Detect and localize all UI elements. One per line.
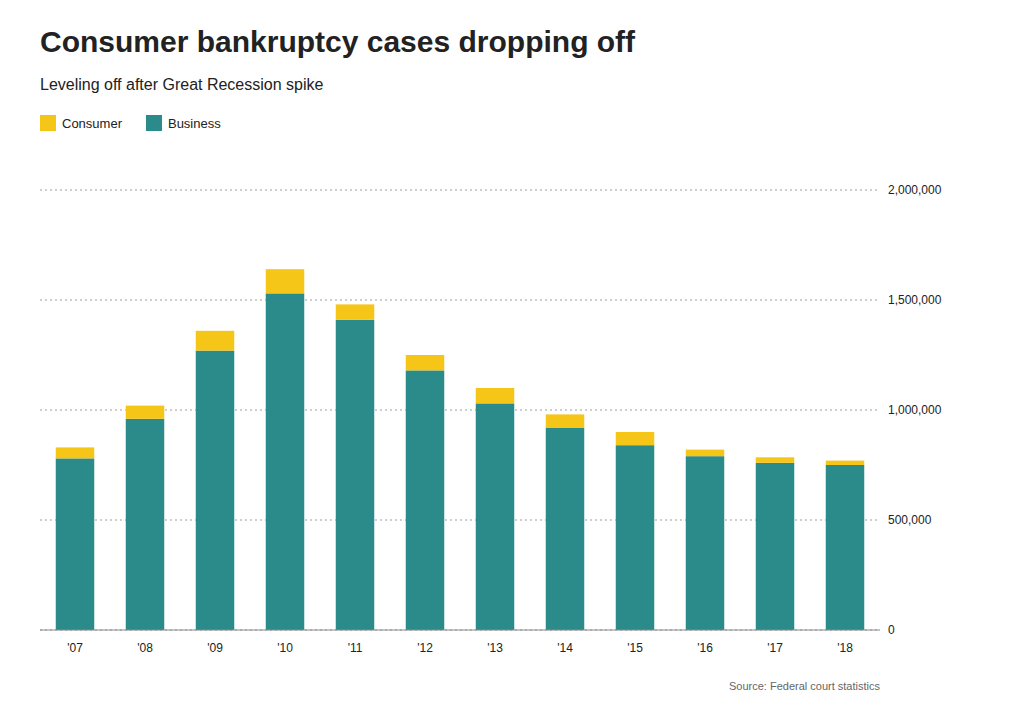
y-tick-label: 1,500,000 [888, 293, 942, 307]
bar [336, 320, 375, 630]
legend-item: Business [146, 115, 221, 131]
bar [476, 403, 515, 630]
bar [266, 269, 305, 293]
grid-line [40, 190, 880, 191]
grid-line [40, 410, 880, 411]
y-axis: 0 500,000 1,000,000 1,500,000 2,000,000 [40, 183, 942, 637]
bar [126, 406, 165, 419]
subtitle: Leveling off after Great Recession spike [40, 76, 324, 93]
legend-label: Consumer [62, 116, 123, 131]
bar [476, 388, 515, 403]
legend-label: Business [168, 116, 221, 131]
bar [756, 457, 795, 463]
legend-item: Consumer [40, 115, 123, 131]
title: Consumer bankruptcy cases dropping off [40, 25, 636, 58]
bar [546, 428, 585, 630]
bars [56, 269, 865, 630]
grid-line [40, 630, 880, 631]
source: Source: Federal court statistics [729, 680, 881, 692]
x-axis: '07 '08 '09 '10 '11 '12 '13 '14 '15 '16 '17 '18 [67, 641, 853, 655]
x-tick-label: '13 [487, 641, 503, 655]
legend-swatch [40, 115, 56, 131]
bar [56, 458, 95, 630]
bar [126, 419, 165, 630]
bar [686, 450, 725, 457]
x-tick-label: '17 [767, 641, 783, 655]
x-tick-label: '09 [207, 641, 223, 655]
x-tick-label: '14 [557, 641, 573, 655]
bar [196, 351, 235, 630]
bar [756, 463, 795, 630]
legend-swatch [146, 115, 162, 131]
legend: Consumer Business [40, 115, 221, 131]
bar [266, 293, 305, 630]
bar [336, 304, 375, 319]
x-tick-label: '12 [417, 641, 433, 655]
x-tick-label: '08 [137, 641, 153, 655]
x-tick-label: '11 [348, 641, 363, 655]
x-tick-label: '10 [277, 641, 293, 655]
bar [616, 432, 655, 445]
x-axis-line [40, 630, 880, 631]
bar [406, 355, 445, 370]
bar [826, 465, 865, 630]
bar [56, 447, 95, 458]
bar [196, 331, 235, 351]
bar [826, 461, 865, 465]
bar [546, 414, 585, 427]
x-tick-label: '07 [67, 641, 83, 655]
bar [686, 456, 725, 630]
y-tick-label: 2,000,000 [888, 183, 942, 197]
y-tick-label: 0 [888, 623, 895, 637]
chart: Consumer bankruptcy cases dropping off Le… [0, 0, 1024, 723]
x-tick-label: '18 [837, 641, 853, 655]
bar [406, 370, 445, 630]
x-tick-label: '16 [697, 641, 713, 655]
x-tick-label: '15 [627, 641, 643, 655]
y-tick-label: 1,000,000 [888, 403, 942, 417]
grid-line [40, 520, 880, 521]
y-tick-label: 500,000 [888, 513, 932, 527]
bar [616, 445, 655, 630]
grid-line [40, 300, 880, 301]
